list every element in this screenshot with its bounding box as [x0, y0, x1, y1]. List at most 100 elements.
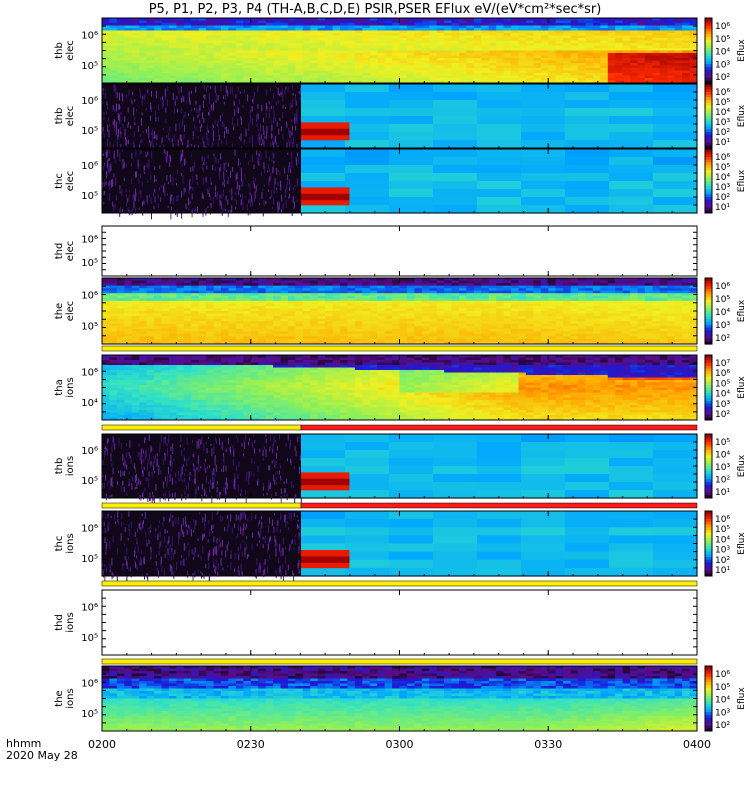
- heatmap-cell: [548, 321, 557, 325]
- heatmap-cell: [473, 293, 482, 297]
- heatmap-cell: [466, 321, 475, 325]
- heatmap-cell: [295, 313, 304, 317]
- heatmap-cell: [518, 38, 527, 41]
- heatmap-cell: [473, 43, 482, 46]
- heatmap-cell: [622, 43, 631, 46]
- heatmap-cell: [644, 55, 653, 59]
- heatmap-cell: [139, 303, 148, 307]
- noise-speck: [102, 163, 104, 170]
- heatmap-cell: [168, 23, 177, 26]
- noise-speck: [207, 205, 209, 208]
- heatmap-cell: [362, 336, 371, 340]
- heatmap-cell: [609, 140, 654, 149]
- heatmap-cell: [477, 140, 522, 149]
- heatmap-cell: [511, 321, 519, 325]
- heatmap-cell: [198, 318, 207, 322]
- noise-speck: [185, 100, 187, 104]
- heatmap-cell: [369, 43, 378, 46]
- heatmap-cell: [287, 25, 296, 29]
- heatmap-cell: [109, 63, 118, 66]
- heatmap-cell: [503, 293, 512, 297]
- heatmap-cell: [429, 333, 438, 337]
- noise-speck: [147, 201, 148, 205]
- heatmap-cell: [176, 283, 185, 287]
- heatmap-cell: [377, 285, 386, 289]
- heatmap-cell: [345, 157, 390, 166]
- heatmap-cell: [607, 23, 616, 26]
- noise-speck: [110, 164, 112, 171]
- heatmap-cell: [436, 55, 445, 59]
- heatmap-cell: [369, 290, 378, 294]
- heatmap-cell: [235, 313, 244, 317]
- heatmap-cell: [585, 23, 594, 26]
- heatmap-cell: [369, 65, 378, 69]
- noise-speck: [202, 100, 204, 108]
- noise-speck: [140, 190, 142, 198]
- heatmap-cell: [518, 305, 527, 309]
- heatmap-cell: [540, 73, 549, 76]
- heatmap-cell: [280, 73, 289, 76]
- heatmap-cell: [444, 318, 452, 322]
- heatmap-cell: [221, 305, 229, 309]
- noise-speck: [132, 142, 134, 145]
- heatmap-cell: [477, 92, 522, 101]
- heatmap-cell: [273, 303, 281, 307]
- heatmap-cell: [525, 323, 534, 327]
- heatmap-cell: [347, 285, 356, 289]
- heatmap-cell: [555, 328, 564, 332]
- heatmap-cell: [362, 290, 371, 294]
- heatmap-cell: [369, 323, 378, 327]
- heatmap-cell: [429, 63, 438, 66]
- heatmap-cell: [124, 336, 133, 340]
- heatmap-cell: [325, 60, 333, 64]
- noise-speck: [255, 185, 257, 192]
- heatmap-cell: [213, 43, 222, 46]
- heatmap-cell: [347, 48, 356, 51]
- noise-speck: [246, 204, 248, 212]
- heatmap-cell: [243, 35, 252, 39]
- heatmap-cell: [302, 283, 311, 287]
- heatmap-cell: [154, 295, 162, 299]
- heatmap-cell: [221, 298, 229, 302]
- heatmap-cell: [139, 23, 148, 26]
- noise-speck: [257, 134, 259, 143]
- heatmap-cell: [607, 55, 616, 59]
- heatmap-cell: [198, 305, 207, 309]
- noise-speck: [272, 134, 274, 138]
- heatmap-cell: [488, 288, 497, 292]
- heatmap-cell: [198, 68, 207, 71]
- colorbar-segment: [705, 149, 712, 153]
- heatmap-cell: [325, 311, 333, 314]
- heatmap-cell: [109, 298, 118, 302]
- heatmap-cell: [459, 78, 467, 81]
- heatmap-cell: [578, 65, 586, 69]
- heatmap-cell: [451, 328, 460, 332]
- noise-speck: [112, 143, 114, 150]
- noise-speck: [166, 151, 168, 157]
- heatmap-cell: [124, 318, 133, 322]
- noise-speck: [203, 157, 205, 165]
- noise-speck: [287, 152, 289, 155]
- heatmap-cell: [310, 45, 319, 49]
- heatmap-cell: [332, 35, 341, 39]
- heatmap-cell: [243, 338, 252, 342]
- heatmap-cell: [481, 68, 490, 71]
- heatmap-cell: [347, 80, 356, 84]
- colorbar-segment: [705, 118, 712, 122]
- heatmap-cell: [578, 53, 586, 56]
- heatmap-cell: [421, 280, 430, 284]
- noise-speck: [116, 140, 118, 149]
- heatmap-cell: [406, 331, 415, 335]
- heatmap-cell: [592, 25, 601, 29]
- heatmap-cell: [317, 288, 326, 292]
- heatmap-cell: [477, 124, 522, 133]
- heatmap-cell: [503, 323, 512, 327]
- heatmap-cell: [689, 35, 698, 39]
- heatmap-cell: [116, 285, 125, 289]
- heatmap-cell: [354, 30, 363, 34]
- heatmap-cell: [347, 68, 356, 71]
- heatmap-cell: [682, 78, 690, 81]
- heatmap-cell: [206, 40, 214, 44]
- heatmap-cell: [565, 92, 610, 101]
- heatmap-cell: [667, 60, 676, 64]
